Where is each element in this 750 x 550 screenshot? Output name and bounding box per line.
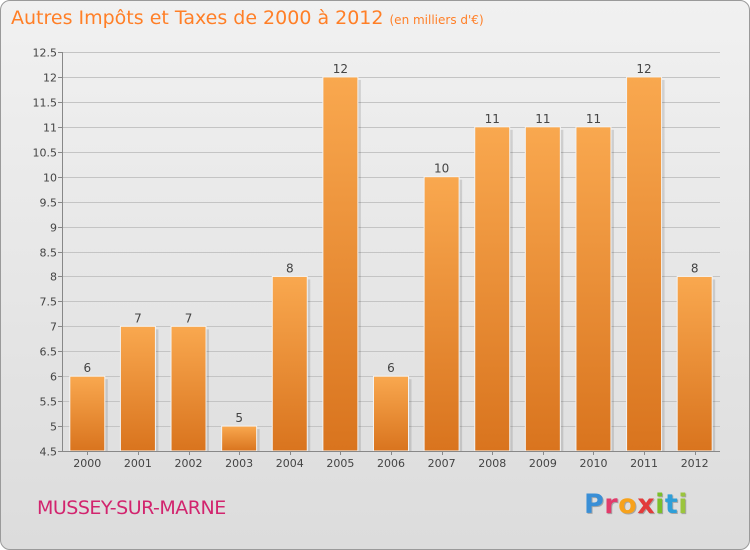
bar-value-label: 7 bbox=[134, 311, 142, 325]
y-tick-label: 12.5 bbox=[33, 47, 58, 60]
bar[interactable] bbox=[676, 275, 713, 452]
bar[interactable] bbox=[271, 275, 308, 452]
y-tick-label: 8.5 bbox=[40, 247, 58, 260]
proxiti-logo[interactable]: Proxiti bbox=[584, 489, 688, 520]
chart-title: Autres Impôts et Taxes de 2000 à 2012 (en… bbox=[11, 7, 484, 29]
bar[interactable] bbox=[69, 375, 106, 452]
x-tick-label: 2011 bbox=[630, 457, 658, 470]
bar-value-label: 12 bbox=[333, 62, 348, 76]
bar[interactable] bbox=[119, 325, 156, 452]
y-tick-label: 9.5 bbox=[40, 197, 58, 210]
y-tick-label: 9 bbox=[50, 222, 57, 235]
commune-name: MUSSEY-SUR-MARNE bbox=[37, 497, 226, 519]
y-tick-label: 10.5 bbox=[33, 147, 58, 160]
bar-value-label: 6 bbox=[387, 361, 395, 375]
y-tick-label: 8 bbox=[50, 271, 57, 284]
axes: 4.5 5 5.5 6 6.5 7 7.5 8 8.5 9 9.5 10 10.5 11 11.5 12 12.… bbox=[33, 47, 720, 470]
bar[interactable] bbox=[221, 425, 258, 452]
bar-value-label: 7 bbox=[185, 311, 193, 325]
x-tick-label: 2001 bbox=[124, 457, 152, 470]
x-tick-label: 2012 bbox=[681, 457, 709, 470]
bar-value-label: 8 bbox=[691, 261, 699, 275]
y-tick-label: 5.5 bbox=[40, 396, 58, 409]
x-tick-label: 2008 bbox=[478, 457, 506, 470]
x-tick-label: 2002 bbox=[175, 457, 203, 470]
bar-value-label: 11 bbox=[535, 112, 550, 126]
y-tick-label: 11.5 bbox=[33, 97, 58, 110]
y-tick-label: 6.5 bbox=[40, 346, 58, 359]
y-tick-label: 11 bbox=[43, 122, 57, 135]
bar-value-label: 11 bbox=[586, 112, 601, 126]
y-tick-label: 7.5 bbox=[40, 296, 58, 309]
logo-letter: t bbox=[664, 489, 679, 520]
bar-value-label: 6 bbox=[83, 361, 91, 375]
x-tick-label: 2006 bbox=[377, 457, 405, 470]
x-tick-label: 2003 bbox=[225, 457, 253, 470]
y-tick-label: 7 bbox=[50, 321, 57, 334]
bar-value-label: 10 bbox=[434, 162, 449, 176]
y-tick-label: 5 bbox=[50, 421, 57, 434]
bars: 6 7 7 5 8 12 6 10 11 11 11 12 8 bbox=[69, 62, 716, 452]
logo-letter: o bbox=[618, 489, 638, 520]
x-tick-label: 2010 bbox=[579, 457, 607, 470]
bar[interactable] bbox=[474, 126, 511, 452]
x-tick-label: 2005 bbox=[326, 457, 354, 470]
x-tick-label: 2009 bbox=[529, 457, 557, 470]
x-tick-label: 2004 bbox=[276, 457, 304, 470]
bar[interactable] bbox=[575, 126, 612, 452]
logo-letter: r bbox=[604, 489, 619, 520]
bar[interactable] bbox=[373, 375, 409, 452]
bar[interactable] bbox=[423, 176, 460, 452]
y-tick-label: 4.5 bbox=[40, 446, 58, 459]
bar[interactable] bbox=[626, 76, 663, 452]
bar-value-label: 11 bbox=[485, 112, 500, 126]
chart-title-text: Autres Impôts et Taxes de 2000 à 2012 bbox=[11, 7, 384, 29]
bar[interactable] bbox=[322, 76, 359, 452]
chart-subtitle: (en milliers d'€) bbox=[389, 13, 484, 27]
bar[interactable] bbox=[170, 325, 207, 452]
logo-letter: i bbox=[655, 489, 665, 520]
y-tick-label: 10 bbox=[43, 172, 57, 185]
y-tick-label: 6 bbox=[50, 371, 57, 384]
logo-letter: i bbox=[678, 489, 689, 520]
logo-letter: P bbox=[584, 489, 605, 520]
logo-letter: x bbox=[637, 489, 656, 520]
bar-value-label: 12 bbox=[636, 62, 651, 76]
y-tick-label: 12 bbox=[43, 72, 57, 85]
x-tick-label: 2007 bbox=[428, 457, 456, 470]
bar-value-label: 5 bbox=[235, 411, 243, 425]
bar[interactable] bbox=[524, 126, 561, 452]
bar-value-label: 8 bbox=[286, 261, 294, 275]
x-tick-label: 2000 bbox=[73, 457, 101, 470]
